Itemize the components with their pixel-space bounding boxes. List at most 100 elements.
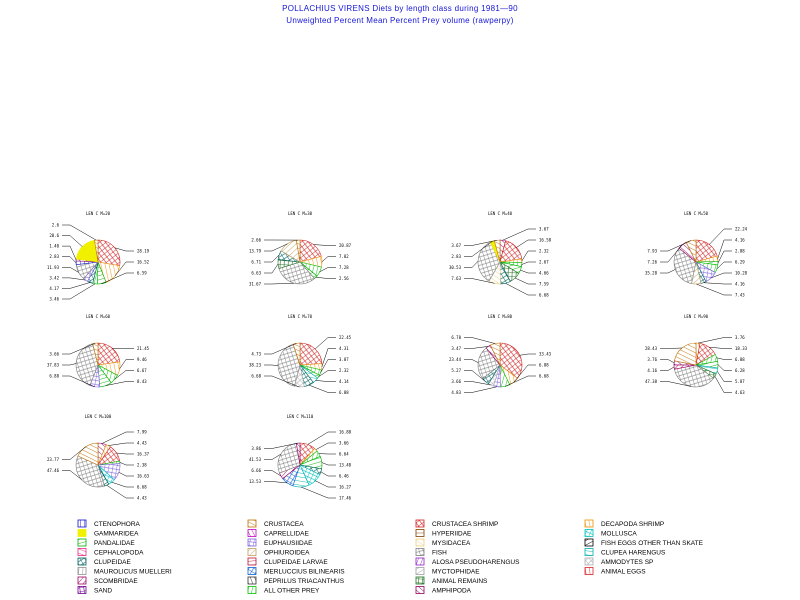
leader-line (106, 484, 134, 499)
leader-line (711, 272, 732, 279)
leader-line (264, 375, 300, 388)
pie-title: LEN C M=70 (288, 314, 313, 319)
legend-swatch (415, 538, 425, 547)
pie-1: LEN C M=20 28.19 16.52 6.59 2.6 20.6 1.40 2.83 1… (47, 211, 150, 302)
slice-label: 3.66 (49, 352, 59, 357)
leader-line (264, 282, 295, 285)
leader-line (264, 263, 279, 274)
legend-label: HYPERIIDAE (432, 531, 472, 538)
legend-swatch (584, 538, 594, 547)
leader-line (315, 442, 336, 450)
slice-label: 41.53 (249, 457, 262, 462)
pie-slice (94, 239, 99, 263)
legend-swatch (77, 538, 87, 547)
leader-line (716, 357, 732, 360)
leader-line (62, 277, 86, 281)
leader-line (264, 442, 299, 449)
pie-title: LEN C M=30 (288, 211, 313, 216)
slice-label: 2.83 (49, 254, 59, 259)
leader-line (116, 452, 134, 455)
slice-label: 16.88 (339, 430, 352, 435)
leader-line (62, 267, 79, 273)
slice-label: 23.44 (449, 357, 462, 362)
slice-label: 7.59 (539, 282, 549, 287)
legend-swatch (77, 529, 87, 537)
slice-label: 6.66 (251, 468, 261, 473)
slice-label: 3.76 (735, 335, 745, 340)
leader-line (521, 261, 536, 265)
leader-line (697, 337, 732, 344)
legend-label: MYSIDACEA (432, 540, 471, 547)
slice-label: 5.27 (451, 368, 461, 373)
leader-line (464, 386, 497, 393)
leader-line (62, 363, 77, 366)
slice-label: 16.58 (539, 238, 552, 243)
slice-label: 13.48 (339, 463, 352, 468)
slice-label: 16.52 (137, 260, 150, 265)
leader-line (101, 272, 134, 284)
slice-label: 6.68 (137, 485, 147, 490)
slice-label: 33.43 (539, 352, 552, 357)
leader-line (520, 269, 536, 274)
legend-label: SCOMBRIDAE (94, 578, 138, 585)
slice-label: 6.88 (339, 390, 349, 395)
slice-label: 6.68 (251, 374, 261, 379)
slice-label: 13.53 (249, 479, 262, 484)
leader-line (108, 442, 134, 446)
slice-label: 31.67 (249, 282, 262, 287)
leader-line (717, 239, 732, 259)
leader-line (660, 269, 676, 274)
slice-label: 6.68 (539, 374, 549, 379)
leader-line (464, 359, 479, 363)
legend-swatch (77, 557, 87, 566)
legend-label: OPHIUROIDEA (264, 550, 310, 557)
slice-label: 2.32 (339, 368, 349, 373)
leader-line (709, 228, 732, 245)
leader-line (321, 348, 336, 367)
leader-line (521, 250, 536, 261)
pie-slice (278, 261, 315, 285)
legend-swatch (247, 576, 257, 585)
slice-label: 3.86 (251, 446, 261, 451)
leader-line (320, 471, 336, 477)
leader-line (660, 244, 683, 263)
slice-label: 2.67 (539, 260, 549, 265)
pie-5: LEN C M=60 21.45 9.46 6.67 8.43 3.66 37.83 6.88 (47, 314, 150, 388)
leader-line (105, 381, 134, 386)
slice-label: 3.47 (451, 346, 461, 351)
leader-line (505, 283, 536, 296)
slice-label: 6.29 (735, 260, 745, 265)
leader-line (703, 282, 732, 285)
leader-line (118, 471, 134, 477)
legend-swatch (77, 519, 87, 528)
leader-line (264, 470, 282, 477)
slice-label: 3.46 (49, 297, 59, 302)
slice-label: 9.46 (137, 357, 147, 362)
slice-label: 4.83 (451, 390, 461, 395)
slice-label: 6.59 (137, 271, 147, 276)
leader-line (464, 261, 479, 268)
pie-title: LEN C M=60 (86, 314, 111, 319)
legend-swatch (247, 557, 257, 566)
leader-line (62, 446, 87, 460)
legend-label: CTENOPHORA (94, 521, 141, 528)
slice-label: 16.27 (339, 485, 352, 490)
slice-label: 6.28 (735, 368, 745, 373)
slice-label: 3.66 (451, 379, 461, 384)
pie-title: LEN C M=80 (488, 314, 513, 319)
slice-label: 4.73 (251, 352, 261, 357)
leader-line (62, 342, 96, 355)
slice-label: 6.68 (539, 293, 549, 298)
slice-label: 4.17 (49, 286, 59, 291)
legend-swatch (415, 586, 425, 594)
legend-swatch (247, 586, 257, 594)
chart-title: POLLACHIUS VIRENS Diets by length class … (282, 4, 518, 13)
slice-label: 18.33 (735, 346, 748, 351)
pie-slice (477, 347, 501, 380)
legend-label: ANIMAL EGGS (601, 569, 646, 576)
legend-label: MYCTOPHIDAE (432, 569, 480, 576)
legend-swatch (584, 529, 594, 537)
leader-line (660, 347, 683, 349)
leader-line (464, 241, 493, 257)
